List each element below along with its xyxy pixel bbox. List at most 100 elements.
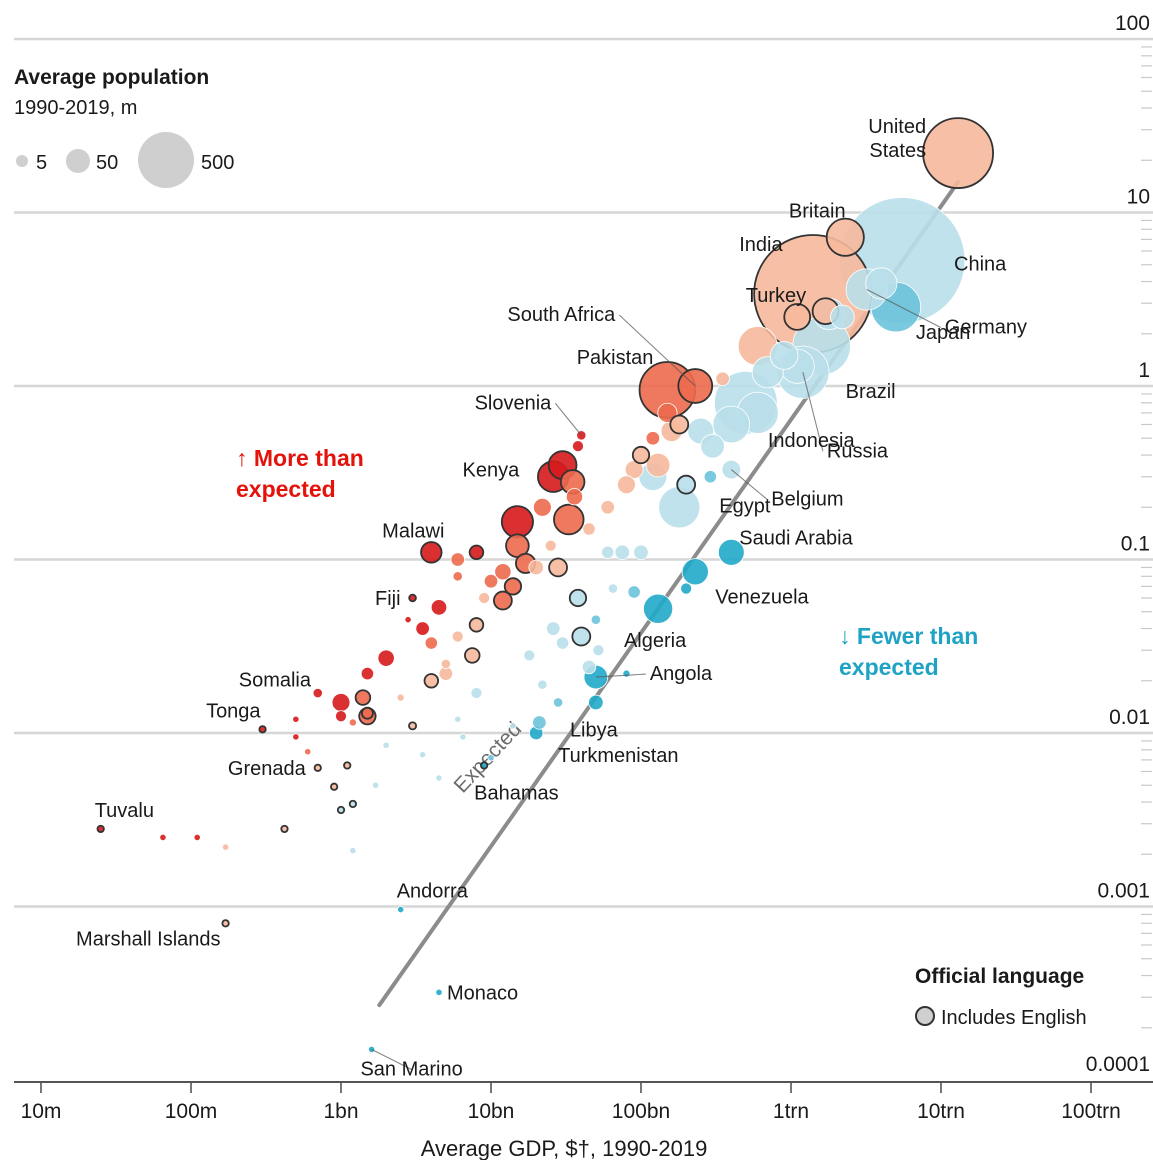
- data-point: [607, 583, 619, 594]
- data-point: [454, 715, 462, 723]
- grid-lines: [14, 37, 1153, 908]
- point-monaco: [435, 988, 443, 996]
- y-tick-label: 1: [1138, 359, 1150, 382]
- point-egypt: [658, 486, 701, 529]
- y-tick-labels: 100 10 1 0.1 0.01 0.001 0.0001: [1086, 12, 1150, 1076]
- label-marshall-islands: Marshall Islands: [76, 928, 221, 950]
- data-point: [712, 405, 751, 444]
- data-point: [396, 693, 405, 702]
- label-egypt: Egypt: [719, 495, 771, 517]
- x-tick-label: 100bn: [612, 1100, 670, 1123]
- official-language-legend: Official language Includes English: [915, 965, 1087, 1029]
- data-point: [700, 433, 725, 459]
- label-line: States: [869, 140, 926, 162]
- data-point: [377, 649, 395, 667]
- data-point: [312, 687, 323, 699]
- point-malawi: [420, 541, 443, 564]
- point-tonga: [258, 725, 267, 734]
- data-point: [470, 687, 483, 699]
- data-point: [280, 824, 289, 834]
- data-point: [348, 799, 357, 809]
- data-point: [415, 621, 430, 636]
- data-point: [371, 781, 380, 789]
- y-tick-label: 100: [1115, 12, 1150, 35]
- data-point: [546, 621, 561, 636]
- label-turkey: Turkey: [746, 285, 806, 307]
- label-monaco: Monaco: [447, 982, 518, 1004]
- point-saudi-arabia: [717, 538, 745, 566]
- data-point: [783, 303, 812, 331]
- label-malawi: Malawi: [382, 520, 444, 542]
- data-points: [96, 117, 994, 1054]
- label-bahamas: Bahamas: [474, 782, 558, 804]
- data-point: [493, 590, 513, 611]
- data-point: [537, 679, 548, 690]
- data-point: [523, 649, 536, 662]
- data-point: [343, 761, 352, 770]
- y-tick-label: 10: [1127, 186, 1150, 209]
- data-point: [582, 522, 596, 536]
- label-line: United: [868, 116, 926, 138]
- label-libya: Libya: [570, 719, 619, 741]
- data-point: [592, 644, 605, 657]
- leader-slovenia: [554, 402, 582, 436]
- data-point: [548, 557, 568, 578]
- label-fiji: Fiji: [375, 588, 401, 610]
- data-point: [500, 505, 534, 539]
- data-point: [292, 733, 300, 741]
- size-legend-title: Average population: [14, 66, 209, 89]
- label-japan: Japan: [916, 322, 971, 344]
- label-china: China: [954, 253, 1007, 275]
- data-point: [468, 544, 485, 561]
- point-fiji: [408, 593, 417, 603]
- fewer-than-expected-line2: expected: [839, 654, 939, 680]
- data-point: [430, 599, 448, 616]
- population-size-legend: Average population 1990-2019, m 5 50 500: [14, 66, 234, 188]
- y-tick-label: 0.0001: [1086, 1053, 1150, 1076]
- label-andorra: Andorra: [397, 881, 469, 903]
- data-point: [532, 715, 547, 730]
- x-axis: 10m 100m 1bn 10bn 100bn 1trn 10trn 100trn Avera…: [14, 1081, 1153, 1160]
- data-point: [468, 617, 485, 633]
- y-minor-ticks: [1141, 46, 1152, 1029]
- data-point: [494, 563, 512, 581]
- label-britain: Britain: [789, 200, 846, 222]
- size-legend-circle-50: [66, 149, 90, 173]
- size-legend-value-5: 5: [36, 152, 47, 174]
- point-venezuela: [681, 558, 709, 586]
- point-algeria: [643, 593, 674, 624]
- data-point: [614, 544, 630, 561]
- label-kenya: Kenya: [463, 460, 521, 482]
- data-point: [830, 304, 855, 330]
- data-point: [544, 539, 557, 552]
- data-point: [330, 782, 339, 791]
- data-point: [703, 470, 717, 484]
- data-point: [645, 452, 671, 478]
- data-point: [382, 741, 390, 749]
- label-united-states: United States: [868, 116, 926, 162]
- point-andorra: [397, 905, 405, 914]
- point-somalia: [331, 693, 351, 712]
- point-marshall-islands: [221, 919, 230, 928]
- data-point: [600, 500, 615, 515]
- language-legend-title: Official language: [915, 965, 1084, 988]
- label-belgium: Belgium: [771, 489, 843, 511]
- point-belgium: [721, 459, 742, 480]
- fewer-than-expected-annotation: ↓ Fewer than expected: [839, 623, 978, 680]
- x-tick-label: 100trn: [1061, 1100, 1121, 1123]
- data-point: [503, 577, 523, 596]
- data-point: [590, 614, 601, 625]
- data-point: [633, 544, 649, 561]
- data-point: [715, 371, 730, 387]
- point-bahamas: [480, 761, 489, 770]
- point-britain: [825, 217, 865, 257]
- data-point: [348, 718, 357, 727]
- data-point: [464, 647, 481, 664]
- data-point: [408, 721, 418, 731]
- data-point: [553, 503, 585, 536]
- size-legend-value-500: 500: [201, 152, 234, 174]
- label-pakistan: Pakistan: [577, 347, 654, 369]
- label-slovenia: Slovenia: [475, 392, 553, 414]
- data-point: [669, 414, 690, 435]
- x-tick-label: 100m: [165, 1100, 218, 1123]
